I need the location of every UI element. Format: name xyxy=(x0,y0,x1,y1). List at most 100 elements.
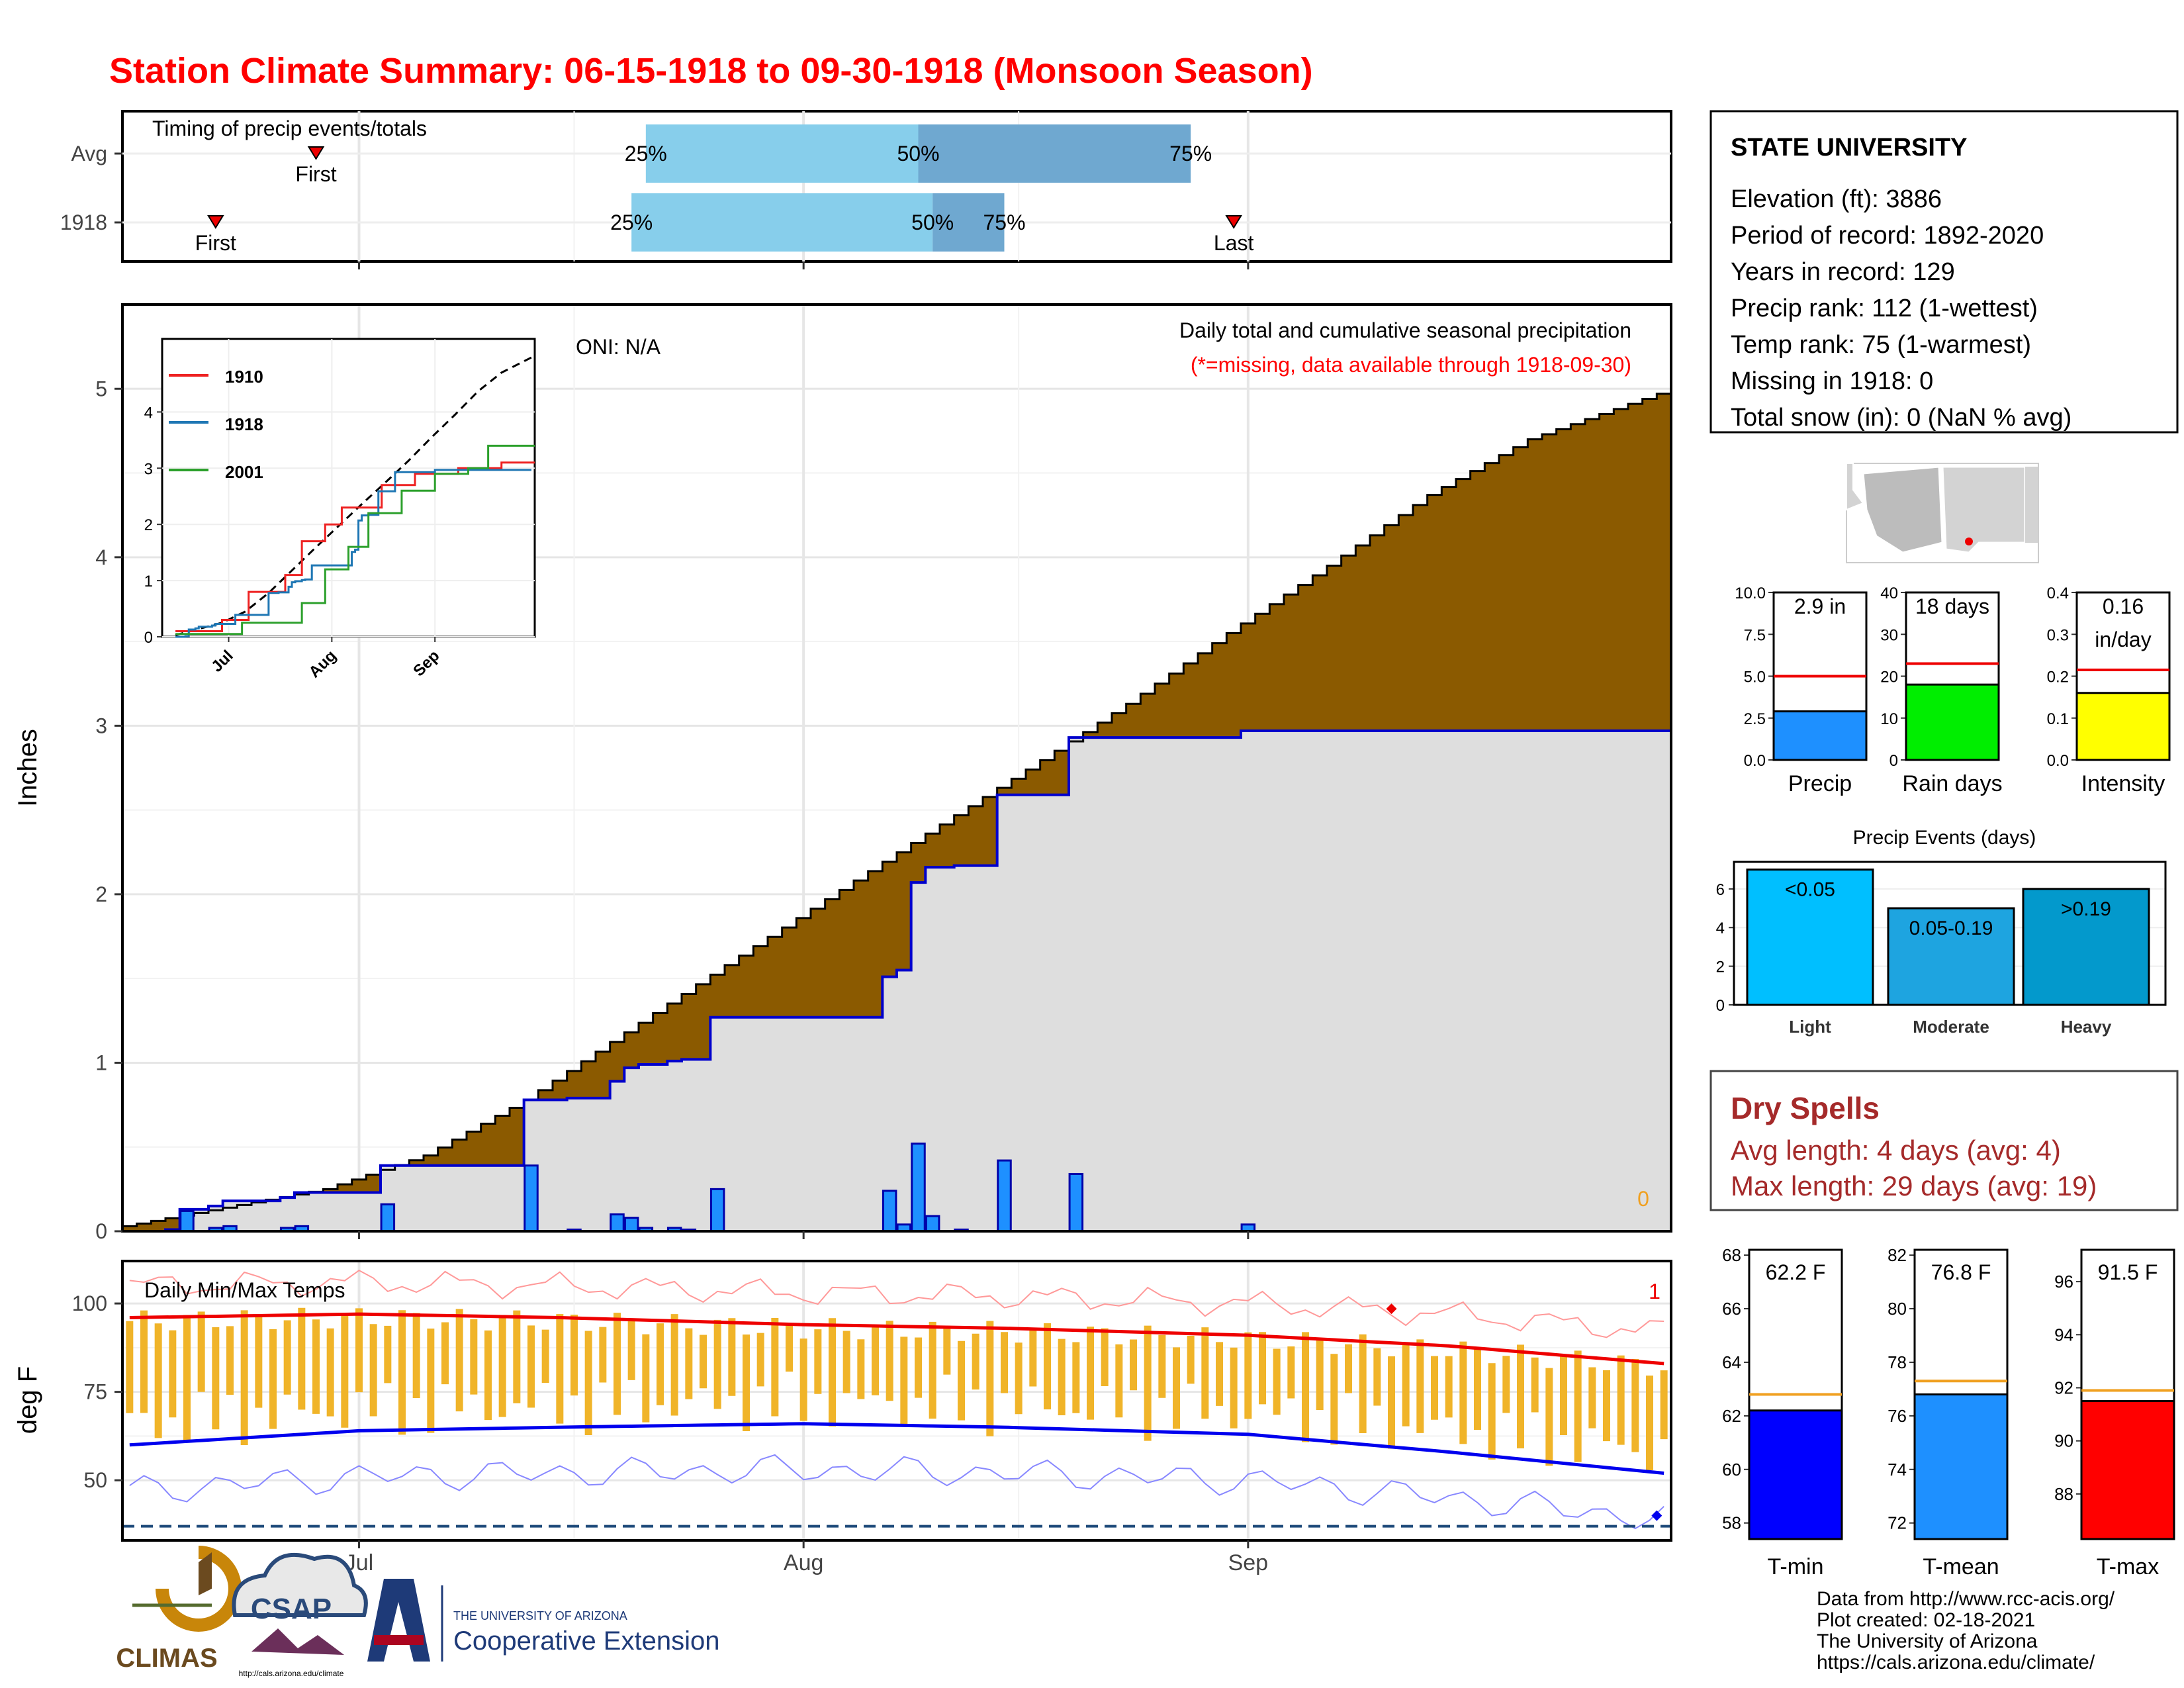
temp-bar-2: 88 90 92 94 96 91.5 F T-max xyxy=(2054,1248,2175,1579)
record-low-marker xyxy=(1651,1510,1662,1521)
record-low-line xyxy=(129,1454,1664,1530)
events-bar-label-1: Moderate xyxy=(1913,1017,1989,1037)
mini-ytick-label-2-4: 0.4 xyxy=(2047,585,2069,602)
mini-label-2: Intensity xyxy=(2081,771,2165,796)
temp-bar-label-0: T-min xyxy=(1768,1554,1824,1579)
mini-value-bar-0 xyxy=(1772,710,1868,761)
inset-line-2001 xyxy=(175,444,535,635)
mini-label-0: Precip xyxy=(1788,771,1852,796)
temp-bar-ytick-label-1-1: 74 xyxy=(1888,1460,1907,1479)
mini-ytick-label-0-3: 7.5 xyxy=(1744,626,1766,644)
footer-line-4: https://cals.arizona.edu/climate/ xyxy=(1817,1652,2095,1673)
csap-logo-text: CSAP xyxy=(251,1593,332,1625)
mini-value-bar-2 xyxy=(2075,692,2171,761)
inset-legend: 1910 1918 2001 xyxy=(169,367,263,482)
precip-ytick-label-0: 0 xyxy=(95,1219,107,1243)
precip-ytick-label-5: 5 xyxy=(95,377,107,400)
daily-precip-bar xyxy=(1068,1172,1084,1233)
temp-bar-1: 72 74 76 78 80 82 76.8 F T-mean xyxy=(1888,1245,2009,1579)
footer-line-1: Data from http://www.rcc-acis.org/ xyxy=(1817,1588,2115,1610)
station-temp-rank: Temp rank: 75 (1-warmest) xyxy=(1731,331,2031,359)
footer-line-2: Plot created: 02-18-2021 xyxy=(1817,1609,2035,1631)
temp-ytick-label-2: 100 xyxy=(72,1291,107,1315)
inset-ytick-label-3: 3 xyxy=(144,460,153,478)
mini-ytick-label-0-1: 2.5 xyxy=(1744,710,1766,728)
mini-value-label-1: 18 days xyxy=(1915,594,1989,618)
temp-ytick-label-1: 75 xyxy=(83,1380,107,1404)
q75-label-1: 75% xyxy=(983,211,1025,234)
events-range-label-2: >0.19 xyxy=(2061,898,2111,920)
mini-value-label-0: 2.9 in xyxy=(1794,594,1846,618)
temp-bar-ytick-label-2-4: 96 xyxy=(2054,1272,2073,1291)
station-period: Period of record: 1892-2020 xyxy=(1731,222,2044,250)
mini-ytick-label-1-3: 30 xyxy=(1880,626,1898,644)
daily-precip-bar xyxy=(610,1213,625,1233)
temp-bar-ytick-label-2-0: 88 xyxy=(2054,1484,2073,1504)
ua-logo-bottom: Cooperative Extension xyxy=(453,1626,719,1656)
dry-spells-max: Max length: 29 days (avg: 19) xyxy=(1731,1170,2097,1201)
precip-ytick-label-3: 3 xyxy=(95,714,107,737)
temp-bar-ytick-label-0-0: 58 xyxy=(1722,1513,1741,1533)
missing-count: 0 xyxy=(1637,1187,1649,1211)
dry-spells-avg: Avg length: 4 days (avg: 4) xyxy=(1731,1135,2061,1166)
first-marker-0 xyxy=(307,146,325,160)
last-label-1: Last xyxy=(1214,231,1254,255)
inset-ytick-label-1: 1 xyxy=(144,573,153,590)
chart-title: Station Climate Summary: 06-15-1918 to 0… xyxy=(109,51,1313,91)
temp-bar-ytick-label-2-3: 94 xyxy=(2054,1325,2073,1344)
footer-credits: Data from http://www.rcc-acis.org/ Plot … xyxy=(1817,1588,2115,1673)
temp-panel-label: Daily Min/Max Temps xyxy=(144,1278,345,1302)
avg-max-line xyxy=(129,1312,1664,1366)
temp-bar-ytick-label-0-5: 68 xyxy=(1722,1245,1741,1265)
q50-label-0: 50% xyxy=(897,142,939,165)
precip-ytick-label-2: 2 xyxy=(95,882,107,906)
station-years: Years in record: 129 xyxy=(1731,258,1955,286)
mini-ytick-label-2-0: 0.0 xyxy=(2047,752,2069,770)
first-marker-1 xyxy=(207,215,224,229)
daily-precip-bar xyxy=(882,1190,897,1233)
daily-precip-bar xyxy=(380,1203,396,1233)
temp-bar-label-2: T-max xyxy=(2097,1554,2159,1579)
temp-bar-ytick-label-1-4: 80 xyxy=(1888,1299,1907,1319)
temp-bar-ytick-label-0-2: 62 xyxy=(1722,1406,1741,1426)
mini-ytick-label-1-2: 20 xyxy=(1880,669,1898,686)
mini-label-1: Rain days xyxy=(1902,771,2002,796)
csap-logo: CSAP http://cals.arizona.edu/climate xyxy=(232,1552,368,1678)
mini-ytick-label-2-2: 0.2 xyxy=(2047,669,2069,686)
climas-logo-text: CLIMAS xyxy=(116,1644,217,1673)
temp-bar-label-1: T-mean xyxy=(1923,1554,1999,1579)
daily-precip-bar xyxy=(997,1159,1012,1233)
events-bar-1 xyxy=(1887,907,2015,1006)
temp-bar-value-0 xyxy=(1748,1409,1843,1540)
last-marker-1 xyxy=(1225,215,1242,229)
station-elevation: Elevation (ft): 3886 xyxy=(1731,185,1942,213)
quartile-25-50-1 xyxy=(631,193,933,252)
daily-precip-bar xyxy=(925,1215,940,1233)
inset-ytick-label-0: 0 xyxy=(144,629,153,647)
mini-value-label2-2: in/day xyxy=(2095,628,2151,651)
daily-precip-bar xyxy=(623,1217,639,1233)
temp-ylabel: deg F xyxy=(13,1366,42,1434)
quartile-50-75-0 xyxy=(918,124,1191,183)
precip-ylabel: Inches xyxy=(13,729,42,807)
precip-ytick-label-1: 1 xyxy=(95,1051,107,1074)
q25-label-0: 25% xyxy=(625,142,667,165)
precip-panel: 0 1 2 3 4 5 Inches ONI: N/A Daily total and c… xyxy=(13,303,1672,1243)
events-title: Precip Events (days) xyxy=(1853,827,2036,849)
mini-ytick-label-1-0: 0 xyxy=(1889,752,1898,770)
first-label-1: First xyxy=(195,231,236,255)
daily-precip-bar xyxy=(523,1164,539,1233)
locator-map xyxy=(1846,463,2039,563)
ua-logo: THE UNIVERSITY OF ARIZONA Cooperative Ex… xyxy=(367,1579,719,1662)
oni-label: ONI: N/A xyxy=(576,335,661,359)
csap-url: http://cals.arizona.edu/climate xyxy=(239,1669,344,1678)
temp-bar-ytick-label-1-3: 78 xyxy=(1888,1352,1907,1372)
temp-bar-ytick-label-2-2: 92 xyxy=(2054,1378,2073,1397)
events-range-label-0: <0.05 xyxy=(1785,879,1835,901)
station-snow: Total snow (in): 0 (NaN % avg) xyxy=(1731,404,2071,432)
inset-legend-1918: 1918 xyxy=(225,414,263,434)
temp-bar-value-2 xyxy=(2080,1400,2175,1540)
month-label-2: Sep xyxy=(1228,1550,1269,1575)
